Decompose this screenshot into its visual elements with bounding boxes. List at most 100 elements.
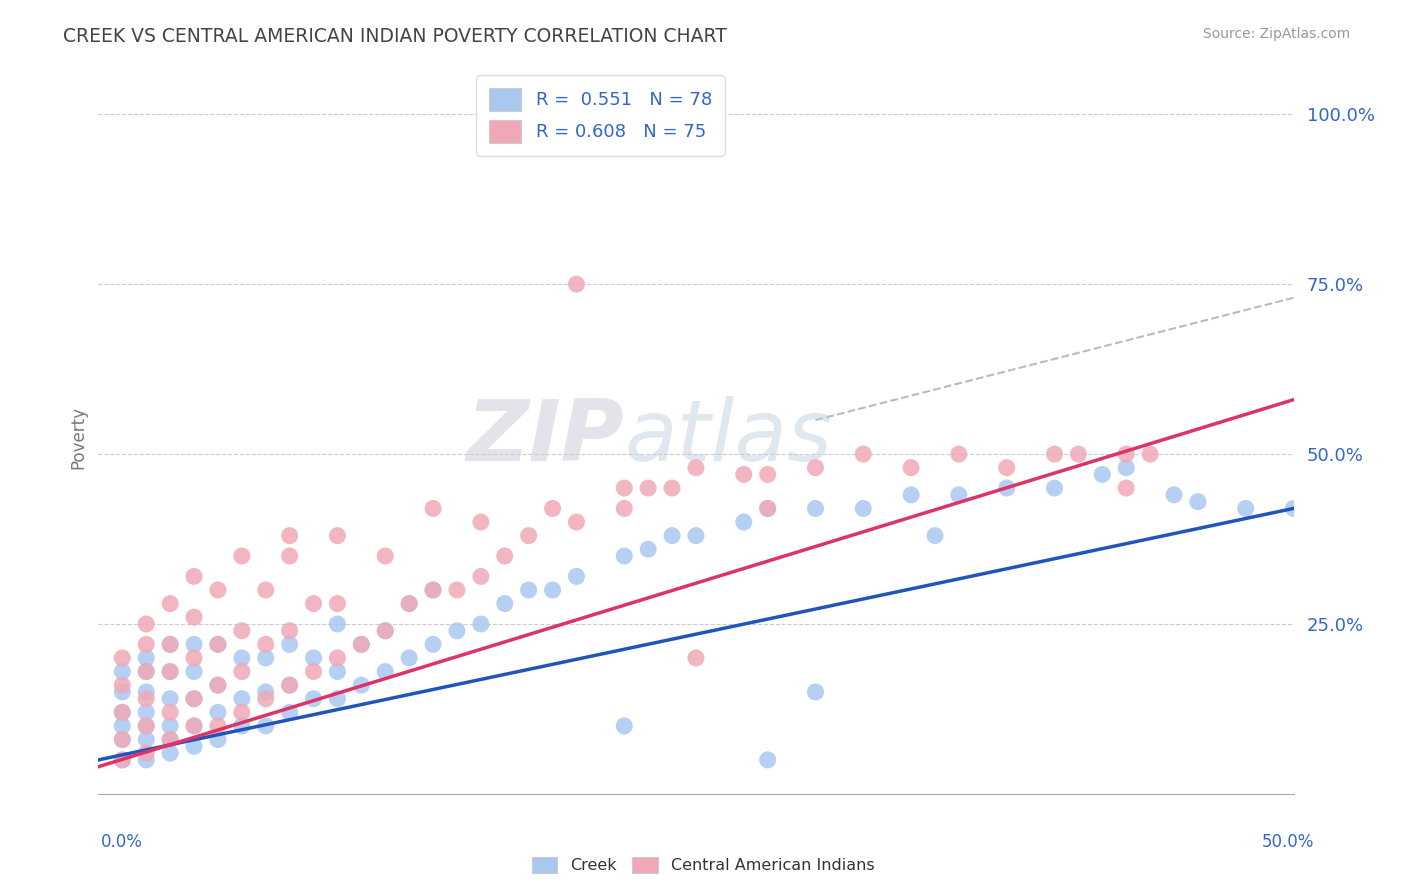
Point: [207, 719, 229, 733]
Point: [135, 651, 157, 665]
Point: [470, 569, 492, 583]
Point: [135, 685, 157, 699]
Point: [183, 637, 205, 651]
Point: [948, 447, 970, 461]
Point: [231, 549, 253, 563]
Point: [1115, 447, 1137, 461]
Point: [613, 481, 636, 495]
Point: [1043, 481, 1066, 495]
Point: [613, 549, 636, 563]
Text: atlas: atlas: [624, 395, 832, 479]
Point: [446, 624, 468, 638]
Point: [302, 691, 325, 706]
Point: [135, 753, 157, 767]
Point: [183, 691, 205, 706]
Point: [852, 501, 875, 516]
Point: [517, 107, 540, 121]
Point: [159, 732, 181, 747]
Point: [565, 277, 588, 292]
Point: [183, 719, 205, 733]
Point: [948, 488, 970, 502]
Point: [374, 549, 396, 563]
Point: [183, 691, 205, 706]
Point: [207, 582, 229, 597]
Point: [374, 624, 396, 638]
Point: [517, 582, 540, 597]
Point: [111, 665, 134, 679]
Point: [995, 481, 1018, 495]
Point: [302, 651, 325, 665]
Point: [1067, 447, 1090, 461]
Point: [398, 651, 420, 665]
Point: [852, 447, 875, 461]
Point: [231, 719, 253, 733]
Point: [254, 691, 277, 706]
Point: [565, 569, 588, 583]
Point: [1139, 447, 1161, 461]
Point: [613, 719, 636, 733]
Point: [159, 597, 181, 611]
Point: [135, 637, 157, 651]
Point: [135, 706, 157, 720]
Point: [1091, 467, 1114, 482]
Point: [159, 691, 181, 706]
Point: [111, 706, 134, 720]
Point: [756, 753, 779, 767]
Point: [565, 515, 588, 529]
Point: [111, 732, 134, 747]
Legend: R =  0.551   N = 78, R = 0.608   N = 75: R = 0.551 N = 78, R = 0.608 N = 75: [477, 75, 724, 156]
Point: [278, 637, 301, 651]
Point: [183, 665, 205, 679]
Point: [661, 481, 683, 495]
Point: [1115, 481, 1137, 495]
Text: 0.0%: 0.0%: [101, 833, 143, 851]
Point: [111, 719, 134, 733]
Text: ZIP: ZIP: [467, 395, 624, 479]
Point: [374, 624, 396, 638]
Point: [422, 501, 444, 516]
Point: [278, 678, 301, 692]
Point: [350, 637, 373, 651]
Point: [183, 569, 205, 583]
Point: [326, 597, 349, 611]
Point: [470, 515, 492, 529]
Legend: Creek, Central American Indians: Creek, Central American Indians: [526, 850, 880, 880]
Point: [135, 719, 157, 733]
Point: [900, 460, 922, 475]
Point: [254, 637, 277, 651]
Point: [494, 597, 516, 611]
Point: [111, 685, 134, 699]
Point: [111, 651, 134, 665]
Point: [278, 624, 301, 638]
Point: [207, 732, 229, 747]
Point: [733, 515, 755, 529]
Point: [326, 665, 349, 679]
Point: [159, 665, 181, 679]
Point: [1163, 488, 1185, 502]
Point: [541, 501, 564, 516]
Point: [135, 746, 157, 760]
Point: [135, 665, 157, 679]
Point: [804, 460, 827, 475]
Point: [1043, 447, 1066, 461]
Point: [326, 528, 349, 542]
Point: [1282, 501, 1305, 516]
Point: [804, 685, 827, 699]
Point: [733, 467, 755, 482]
Point: [207, 678, 229, 692]
Text: Source: ZipAtlas.com: Source: ZipAtlas.com: [1202, 27, 1350, 41]
Point: [111, 732, 134, 747]
Point: [995, 460, 1018, 475]
Point: [302, 597, 325, 611]
Point: [135, 665, 157, 679]
Point: [159, 706, 181, 720]
Point: [135, 617, 157, 632]
Point: [254, 651, 277, 665]
Point: [111, 706, 134, 720]
Point: [1187, 494, 1209, 508]
Point: [183, 651, 205, 665]
Point: [111, 678, 134, 692]
Point: [159, 637, 181, 651]
Point: [685, 528, 707, 542]
Point: [685, 460, 707, 475]
